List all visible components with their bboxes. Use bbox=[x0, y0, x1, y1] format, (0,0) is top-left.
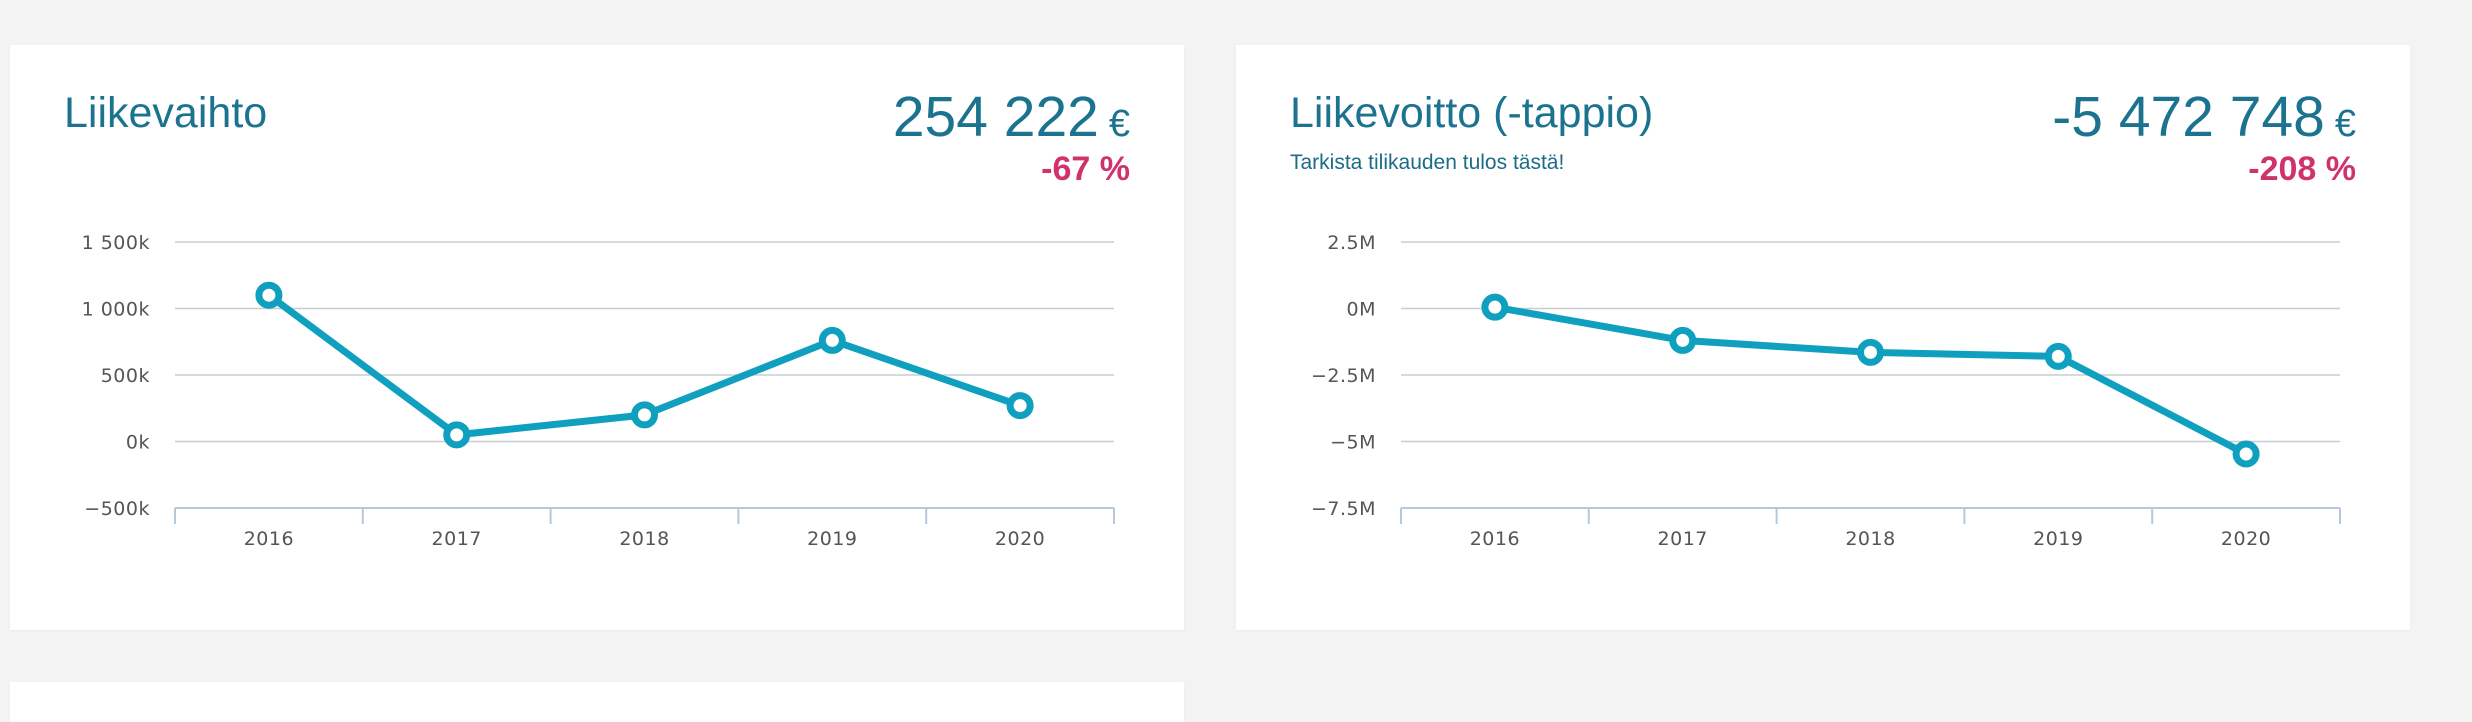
kpi-value: 254 222 bbox=[892, 85, 1099, 149]
data-point[interactable] bbox=[2232, 440, 2260, 468]
data-point[interactable] bbox=[2044, 342, 2072, 370]
x-tick-label: 2017 bbox=[1658, 528, 1708, 550]
x-tick-label: 2020 bbox=[995, 528, 1045, 550]
operating-profit-chart: −7.5M −5M −2.5M 0M 2.5M 2016 2017 2018 2019 2020 bbox=[1311, 232, 2341, 550]
kpi-currency: € bbox=[2334, 103, 2356, 145]
series-line bbox=[1491, 303, 2250, 458]
y-tick-label: 0k bbox=[126, 432, 150, 454]
x-tick-label: 2019 bbox=[2033, 528, 2083, 550]
operating-profit-card: Liikevoitto (-tappio) Tarkista tilikaude… bbox=[1236, 45, 2410, 630]
x-tick-label: 2019 bbox=[807, 528, 857, 550]
y-tick-label: −500k bbox=[84, 498, 150, 520]
x-tick-label: 2020 bbox=[2221, 528, 2271, 550]
card-title: Liikevaihto bbox=[64, 89, 268, 137]
kpi-change: -208 % bbox=[2248, 150, 2356, 188]
x-tick-label: 2018 bbox=[1845, 528, 1895, 550]
next-card bbox=[10, 682, 1184, 722]
x-tick-label: 2017 bbox=[432, 528, 482, 550]
y-tick-label: −5M bbox=[1330, 432, 1376, 454]
x-tick-label: 2016 bbox=[1470, 528, 1520, 550]
data-point[interactable] bbox=[1006, 392, 1034, 420]
x-tick-label: 2016 bbox=[244, 528, 294, 550]
data-point[interactable] bbox=[1857, 338, 1884, 366]
data-point[interactable] bbox=[255, 281, 283, 309]
card-subtitle: Tarkista tilikauden tulos tästä! bbox=[1290, 151, 1565, 174]
data-point[interactable] bbox=[1669, 326, 1697, 354]
card-title: Liikevoitto (-tappio) bbox=[1290, 89, 1654, 137]
y-tick-label: −7.5M bbox=[1311, 498, 1376, 520]
y-tick-label: 2.5M bbox=[1327, 232, 1376, 254]
data-point[interactable] bbox=[1481, 293, 1509, 321]
kpi: -5 472 748 € -208 % bbox=[2052, 89, 2356, 188]
kpi-value: -5 472 748 bbox=[2052, 85, 2325, 149]
y-tick-label: 500k bbox=[101, 365, 150, 387]
y-tick-label: 1 500k bbox=[82, 232, 150, 254]
data-point[interactable] bbox=[631, 401, 658, 429]
revenue-chart: −500k 0k 500k 1 000k 1 500k 2016 2017 2018 2019 2… bbox=[82, 232, 1115, 550]
revenue-card: Liikevaihto 254 222 € -67 % −500k 0k 500k 1 … bbox=[10, 45, 1184, 630]
data-point[interactable] bbox=[443, 421, 471, 449]
y-tick-label: 0M bbox=[1347, 299, 1376, 321]
x-tick-label: 2018 bbox=[619, 528, 669, 550]
kpi: 254 222 € -67 % bbox=[893, 89, 1130, 188]
kpi-currency: € bbox=[1108, 103, 1130, 145]
y-tick-label: −2.5M bbox=[1311, 365, 1376, 387]
y-tick-label: 1 000k bbox=[82, 299, 150, 321]
data-point[interactable] bbox=[818, 326, 846, 354]
kpi-change: -67 % bbox=[1041, 150, 1130, 188]
